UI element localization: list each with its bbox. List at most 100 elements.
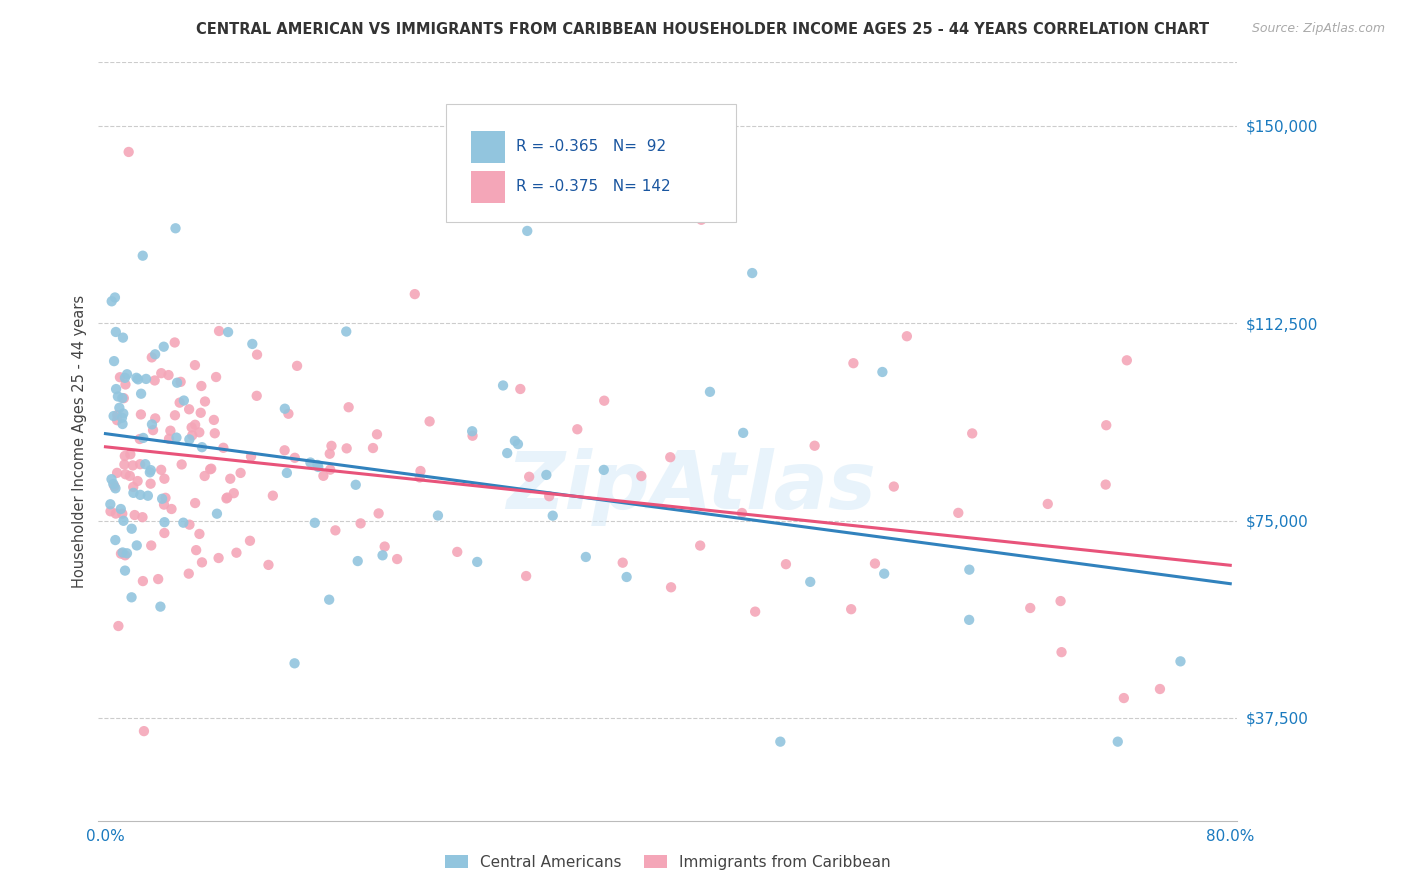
- Point: [492, 378, 515, 392]
- Point: [104, 481, 127, 495]
- Point: [105, 408, 128, 422]
- Point: [461, 424, 484, 438]
- Point: [366, 427, 388, 442]
- Point: [142, 423, 165, 437]
- Point: [169, 375, 191, 389]
- Point: [129, 408, 152, 422]
- Point: [105, 382, 128, 396]
- Point: [112, 391, 135, 405]
- Point: [446, 545, 468, 559]
- Point: [132, 431, 155, 445]
- Point: [374, 540, 396, 554]
- Point: [385, 552, 408, 566]
- Point: [108, 401, 131, 415]
- Point: [136, 489, 159, 503]
- Point: [104, 325, 127, 339]
- Point: [1107, 734, 1129, 748]
- Point: [111, 507, 134, 521]
- Point: [165, 221, 187, 235]
- Point: [184, 417, 207, 432]
- Point: [110, 547, 132, 561]
- Point: [1095, 418, 1118, 433]
- Point: [200, 461, 222, 475]
- Point: [496, 446, 519, 460]
- Point: [121, 591, 143, 605]
- Point: [135, 372, 157, 386]
- Point: [160, 502, 183, 516]
- Point: [122, 480, 145, 494]
- Point: [1149, 681, 1171, 696]
- Point: [127, 474, 149, 488]
- Point: [150, 463, 173, 477]
- Point: [139, 466, 162, 480]
- Point: [179, 402, 201, 417]
- Point: [371, 549, 394, 563]
- Point: [361, 441, 384, 455]
- Point: [277, 407, 299, 421]
- Point: [129, 386, 152, 401]
- Point: [153, 515, 176, 529]
- Point: [104, 533, 127, 547]
- Point: [198, 462, 221, 476]
- Y-axis label: Householder Income Ages 25 - 44 years: Householder Income Ages 25 - 44 years: [72, 295, 87, 588]
- Point: [153, 472, 176, 486]
- Point: [114, 549, 136, 563]
- Point: [222, 486, 245, 500]
- Point: [103, 477, 125, 491]
- Point: [100, 294, 122, 309]
- Point: [307, 459, 329, 474]
- Point: [100, 504, 122, 518]
- Point: [262, 489, 284, 503]
- Point: [143, 347, 166, 361]
- Point: [336, 442, 359, 456]
- Text: R = -0.365   N=  92: R = -0.365 N= 92: [516, 139, 666, 154]
- Point: [100, 472, 122, 486]
- Point: [172, 516, 194, 530]
- Point: [506, 437, 529, 451]
- Point: [246, 348, 269, 362]
- Point: [240, 337, 263, 351]
- Point: [118, 469, 141, 483]
- Point: [204, 426, 226, 441]
- Point: [114, 377, 136, 392]
- Point: [1112, 691, 1135, 706]
- Point: [179, 517, 201, 532]
- Point: [112, 407, 135, 421]
- Point: [150, 366, 173, 380]
- Point: [103, 409, 125, 423]
- Point: [186, 543, 208, 558]
- Point: [775, 557, 797, 571]
- Point: [404, 287, 426, 301]
- Point: [139, 463, 162, 477]
- Text: R = -0.375   N= 142: R = -0.375 N= 142: [516, 179, 671, 194]
- Point: [744, 605, 766, 619]
- Point: [731, 506, 754, 520]
- Point: [409, 470, 432, 484]
- Point: [699, 384, 721, 399]
- Point: [188, 425, 211, 440]
- Point: [274, 401, 297, 416]
- Point: [128, 432, 150, 446]
- Point: [153, 526, 176, 541]
- Point: [312, 468, 335, 483]
- Point: [129, 488, 152, 502]
- Point: [304, 516, 326, 530]
- Point: [690, 212, 713, 227]
- Point: [205, 370, 228, 384]
- Point: [842, 356, 865, 370]
- Point: [1170, 654, 1192, 668]
- Point: [321, 439, 343, 453]
- Point: [111, 391, 134, 405]
- Point: [273, 443, 295, 458]
- Point: [143, 411, 166, 425]
- Point: [112, 514, 135, 528]
- Point: [659, 450, 682, 465]
- Point: [612, 556, 634, 570]
- Point: [461, 428, 484, 442]
- Point: [111, 331, 134, 345]
- Point: [285, 359, 308, 373]
- FancyBboxPatch shape: [471, 171, 505, 202]
- Point: [191, 440, 214, 454]
- Point: [212, 441, 235, 455]
- Point: [122, 486, 145, 500]
